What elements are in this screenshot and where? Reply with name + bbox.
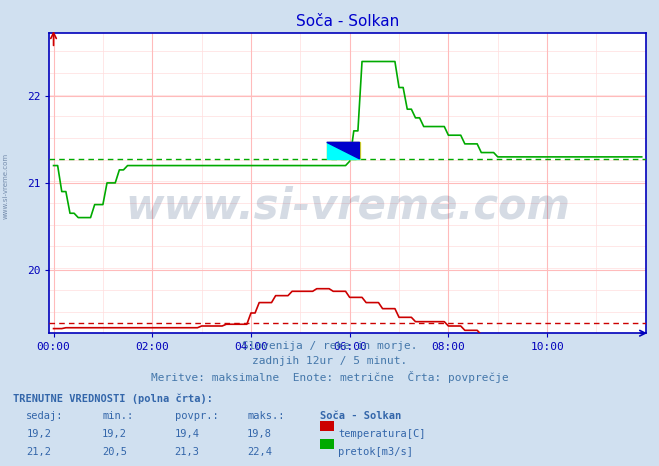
Text: Soča - Solkan: Soča - Solkan: [320, 411, 401, 421]
Text: pretok[m3/s]: pretok[m3/s]: [338, 447, 413, 457]
Polygon shape: [327, 142, 360, 159]
Text: maks.:: maks.:: [247, 411, 285, 421]
Bar: [327, 142, 360, 159]
Text: Slovenija / reke in morje.: Slovenija / reke in morje.: [242, 341, 417, 351]
Text: 20,5: 20,5: [102, 447, 127, 457]
Text: Meritve: maksimalne  Enote: metrične  Črta: povprečje: Meritve: maksimalne Enote: metrične Črta…: [151, 371, 508, 383]
Text: 19,4: 19,4: [175, 429, 200, 439]
Text: povpr.:: povpr.:: [175, 411, 218, 421]
Text: TRENUTNE VREDNOSTI (polna črta):: TRENUTNE VREDNOSTI (polna črta):: [13, 394, 213, 404]
Text: 19,2: 19,2: [102, 429, 127, 439]
Text: 19,8: 19,8: [247, 429, 272, 439]
Text: 22,4: 22,4: [247, 447, 272, 457]
Text: www.si-vreme.com: www.si-vreme.com: [125, 186, 570, 228]
Text: zadnjih 12ur / 5 minut.: zadnjih 12ur / 5 minut.: [252, 356, 407, 366]
Text: sedaj:: sedaj:: [26, 411, 64, 421]
Text: www.si-vreme.com: www.si-vreme.com: [2, 153, 9, 219]
Polygon shape: [327, 142, 360, 159]
Title: Soča - Solkan: Soča - Solkan: [296, 14, 399, 29]
Text: 21,3: 21,3: [175, 447, 200, 457]
Text: 21,2: 21,2: [26, 447, 51, 457]
Text: temperatura[C]: temperatura[C]: [338, 429, 426, 439]
Text: 19,2: 19,2: [26, 429, 51, 439]
Text: min.:: min.:: [102, 411, 133, 421]
